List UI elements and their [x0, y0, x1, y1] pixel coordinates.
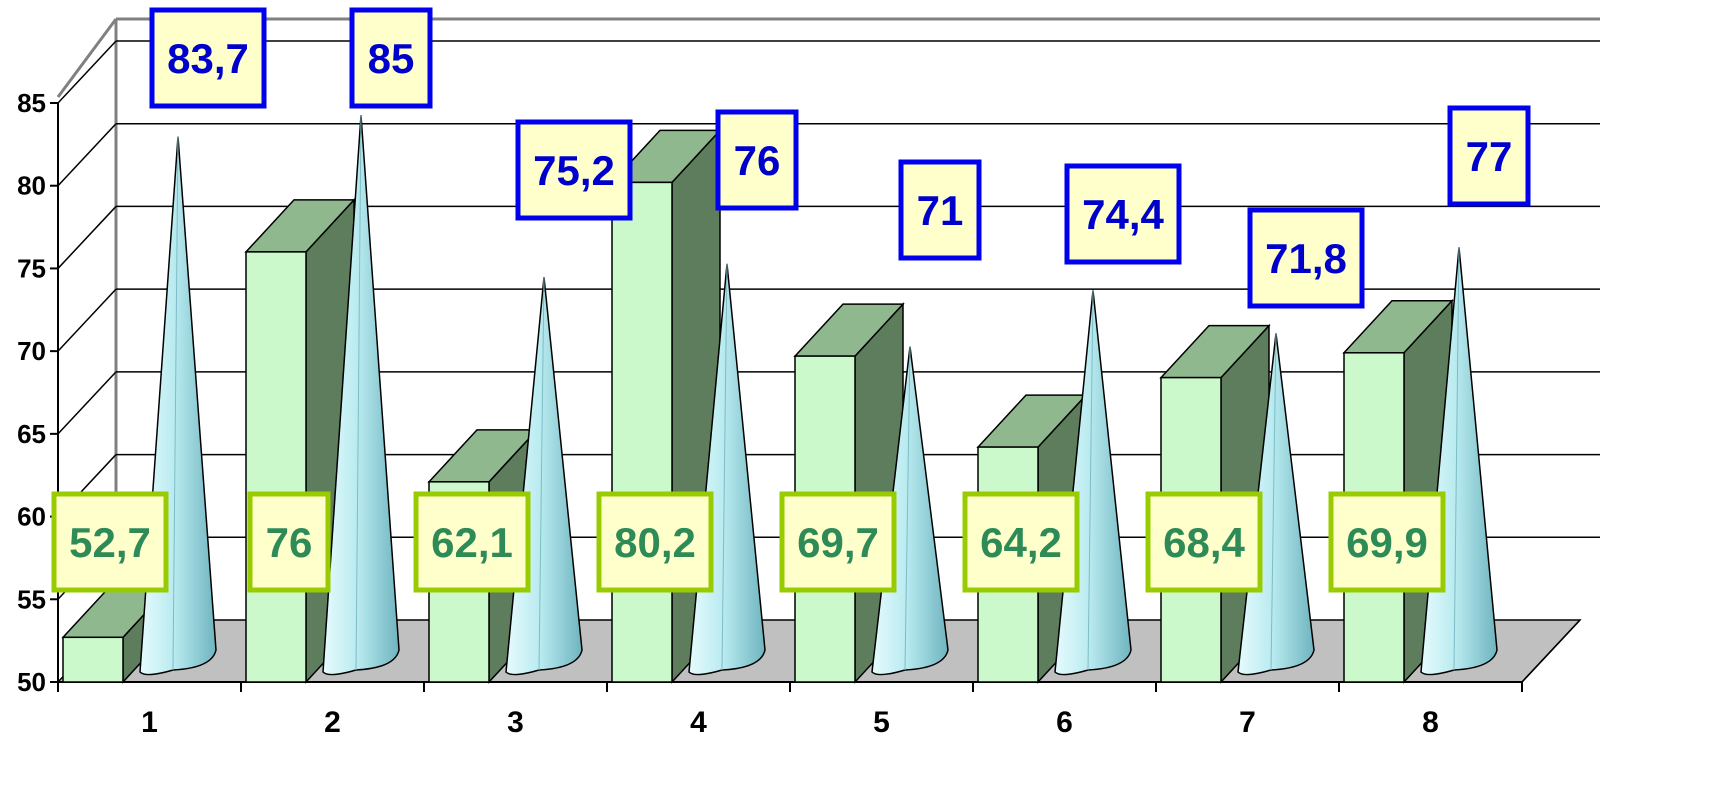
- cone-value-label-text: 75,2: [533, 147, 615, 194]
- bar-front: [62, 636, 124, 683]
- cone-ridge: [1453, 247, 1460, 671]
- x-tick-label: 3: [507, 706, 524, 739]
- side-wall-top: [56, 18, 118, 98]
- x-tick-label: 6: [1056, 706, 1073, 739]
- bar-value-label-text: 69,7: [797, 519, 879, 566]
- cone-value-label: 75,2: [515, 119, 633, 221]
- x-tick-label: 4: [690, 706, 707, 739]
- bar-value-label-text: 52,7: [69, 519, 151, 566]
- bar-value-label: 64,2: [962, 491, 1080, 593]
- cone-value-label: 85: [349, 7, 433, 109]
- y-tick-label: 55: [17, 584, 46, 614]
- cone-ridge: [904, 346, 911, 671]
- x-tick-label: 1: [141, 706, 158, 739]
- gridline-side: [57, 288, 117, 352]
- bar-value-label-text: 68,4: [1163, 519, 1245, 566]
- bar-value-label: 80,2: [596, 491, 714, 593]
- cone-value-label: 71,8: [1247, 207, 1365, 309]
- cone: [322, 114, 400, 676]
- bar-value-label: 68,4: [1145, 491, 1263, 593]
- cone-value-label-box: [1247, 207, 1365, 309]
- gridline-side: [57, 371, 117, 435]
- cone-value-label-text: 71,8: [1265, 235, 1347, 282]
- cone-value-label: 77: [1447, 105, 1531, 207]
- y-tick-label: 85: [17, 88, 46, 118]
- floor-right-edge: [1521, 619, 1581, 683]
- data-labels: 52,7 83,7 76 85 62,1 75,2 80,2 76 69,7 71 64,2 74,4…: [51, 7, 1531, 593]
- cone-value-label-text: 85: [368, 35, 415, 82]
- gridline-side: [57, 123, 117, 187]
- cone-value-label-box: [349, 7, 433, 109]
- bar-value-label-box: [962, 491, 1080, 593]
- cone-value-label: 83,7: [149, 7, 267, 109]
- bar-value-label: 62,1: [413, 491, 531, 593]
- y-tick-label: 70: [17, 336, 46, 366]
- cone: [871, 346, 949, 676]
- cone-value-label-text: 76: [734, 137, 781, 184]
- x-tick-label: 8: [1422, 706, 1439, 739]
- bar-front: [245, 251, 307, 683]
- bar-value-label-text: 76: [266, 519, 313, 566]
- cone-ridge: [1270, 333, 1277, 671]
- bar-value-label-box: [596, 491, 714, 593]
- bar-value-label: 69,9: [1328, 491, 1446, 593]
- cone-value-label-box: [1064, 163, 1182, 265]
- x-tick-label: 7: [1239, 706, 1256, 739]
- bar-value-label-box: [1328, 491, 1446, 593]
- y-tick-label: 50: [17, 667, 46, 697]
- bar-value-label-box: [779, 491, 897, 593]
- bar-value-label-box: [51, 491, 169, 593]
- cone-ridge: [172, 136, 179, 671]
- cone-value-label: 71: [898, 159, 982, 261]
- y-tick-label: 60: [17, 502, 46, 532]
- cone-value-label-text: 83,7: [167, 35, 249, 82]
- bar-value-label-text: 69,9: [1346, 519, 1428, 566]
- cone-ridge: [1087, 290, 1094, 671]
- bar-value-label: 52,7: [51, 491, 169, 593]
- y-tick-label: 80: [17, 171, 46, 201]
- x-tick-label: 5: [873, 706, 890, 739]
- bar-front: [611, 181, 673, 683]
- bar-value-label-box: [247, 491, 331, 593]
- cone-value-label: 76: [715, 109, 799, 211]
- cone-value-label-box: [515, 119, 633, 221]
- cone-value-label-text: 77: [1466, 133, 1513, 180]
- gridline-side: [57, 205, 117, 269]
- cone-value-label-text: 71: [917, 187, 964, 234]
- bar-value-label-text: 64,2: [980, 519, 1062, 566]
- cone-value-label-box: [1447, 105, 1531, 207]
- cone-value-label: 74,4: [1064, 163, 1182, 265]
- y-tick-label: 75: [17, 253, 46, 283]
- cone-ridge: [538, 277, 545, 671]
- bar-value-label: 76: [247, 491, 331, 593]
- bar-value-label-text: 62,1: [431, 519, 513, 566]
- cone-value-label-box: [149, 7, 267, 109]
- x-tick-label: 2: [324, 706, 341, 739]
- bar-value-label-text: 80,2: [614, 519, 696, 566]
- cone-ridge: [355, 114, 362, 671]
- cone: [139, 136, 217, 676]
- y-tick-label: 65: [17, 419, 46, 449]
- bar-value-label-box: [1145, 491, 1263, 593]
- bar-value-label: 69,7: [779, 491, 897, 593]
- cone-ridge: [721, 263, 728, 671]
- cone-value-label-box: [715, 109, 799, 211]
- cone-body: [139, 136, 217, 676]
- cone-value-label-box: [898, 159, 982, 261]
- bar-value-label-box: [413, 491, 531, 593]
- gridline-side: [57, 40, 117, 104]
- cone-value-label-text: 74,4: [1082, 191, 1164, 238]
